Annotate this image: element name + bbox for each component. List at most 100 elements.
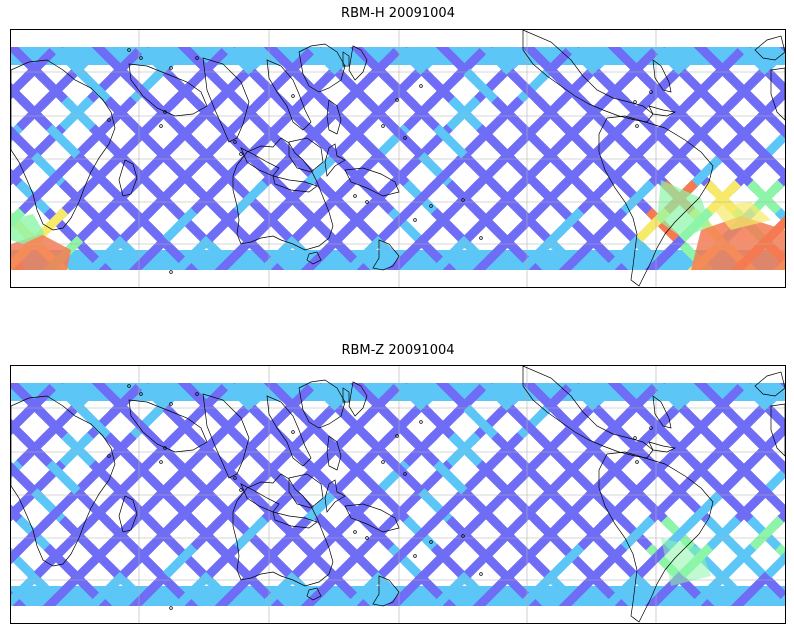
swath-segment bbox=[11, 488, 38, 522]
coastline bbox=[288, 473, 324, 509]
swath-segment bbox=[773, 594, 785, 606]
coastline bbox=[202, 393, 250, 479]
island-coastline bbox=[403, 136, 407, 140]
swath-segment bbox=[762, 152, 785, 182]
swath-segment bbox=[513, 488, 554, 529]
swath-segment bbox=[605, 124, 646, 165]
swath-segment bbox=[521, 383, 563, 418]
swath-segment bbox=[719, 152, 760, 193]
swath-segment bbox=[319, 432, 360, 473]
swath-segment bbox=[644, 235, 686, 270]
swath-segment bbox=[463, 68, 505, 110]
swath-segment bbox=[470, 152, 511, 193]
coastline bbox=[342, 387, 350, 403]
swath-segment bbox=[156, 207, 198, 249]
gridlines bbox=[11, 366, 785, 623]
swath-segment bbox=[298, 488, 339, 529]
swath-segment bbox=[218, 124, 259, 165]
swath-segment bbox=[500, 207, 542, 249]
swath-segment bbox=[771, 172, 785, 193]
map-panel-rbm-h bbox=[10, 29, 786, 288]
island-coastline bbox=[169, 270, 173, 274]
swath-segment bbox=[721, 68, 763, 110]
swath-segment bbox=[11, 207, 26, 229]
swath-segment bbox=[472, 571, 514, 606]
swath-segment bbox=[504, 152, 545, 193]
swath-segment bbox=[341, 152, 382, 193]
swath-segment bbox=[169, 488, 210, 529]
swath-segment bbox=[448, 96, 489, 137]
island-coastline bbox=[163, 110, 167, 114]
coastline bbox=[648, 105, 677, 117]
swath-segment bbox=[768, 86, 785, 110]
swath-segment bbox=[147, 432, 188, 473]
coastline bbox=[128, 399, 208, 453]
swath-segment bbox=[433, 460, 474, 501]
swath-segment bbox=[528, 180, 569, 221]
coastline bbox=[232, 137, 334, 251]
swath-segment bbox=[491, 432, 532, 473]
swath-segment bbox=[85, 571, 127, 606]
swath-segment bbox=[418, 152, 459, 193]
island-coastline bbox=[413, 218, 417, 222]
island-coastline bbox=[633, 100, 637, 104]
swath-segment bbox=[485, 516, 526, 557]
swath-segment bbox=[601, 571, 643, 606]
swath-segment bbox=[349, 383, 391, 418]
swath-segment bbox=[758, 551, 785, 585]
swath-segment bbox=[343, 571, 385, 606]
coastlines bbox=[11, 366, 785, 623]
island-coastline bbox=[107, 118, 111, 122]
swath-segment bbox=[171, 235, 213, 270]
island-coastline bbox=[413, 554, 417, 558]
swath-segment bbox=[328, 207, 370, 249]
coastline bbox=[754, 35, 785, 61]
swath-segment bbox=[11, 125, 44, 165]
coastline bbox=[272, 175, 318, 193]
swath-segment bbox=[300, 235, 342, 270]
coastline bbox=[11, 59, 116, 231]
swath-segment bbox=[556, 152, 597, 193]
coastline bbox=[306, 251, 322, 265]
swath-segment bbox=[478, 47, 520, 82]
swath-segment bbox=[117, 488, 158, 529]
swath-segment bbox=[642, 152, 683, 193]
swath-segment bbox=[119, 404, 161, 446]
swath-segment bbox=[483, 432, 524, 473]
swath-segment bbox=[691, 124, 732, 165]
swath-segment bbox=[242, 543, 284, 585]
swath-segment bbox=[556, 488, 597, 529]
swath-segment bbox=[128, 235, 170, 270]
swath-segment bbox=[605, 460, 646, 501]
swath-segment bbox=[734, 124, 775, 165]
coastline bbox=[342, 51, 350, 67]
swath-segment bbox=[98, 180, 139, 221]
swath-segment bbox=[332, 488, 373, 529]
swath-segment bbox=[291, 68, 333, 110]
swath-segment bbox=[334, 404, 376, 446]
island-coastline bbox=[163, 446, 167, 450]
swath-segment bbox=[139, 96, 180, 137]
swath-segment bbox=[311, 96, 352, 137]
swath-segment bbox=[734, 460, 775, 501]
swath-segment bbox=[427, 152, 468, 193]
mid-high-value-region bbox=[711, 202, 771, 230]
swath-segment bbox=[457, 207, 499, 249]
swath-segment bbox=[349, 47, 391, 82]
swath-segment bbox=[313, 180, 354, 221]
island-coastline bbox=[649, 90, 653, 94]
swath-segment bbox=[175, 124, 216, 165]
swath-segment bbox=[485, 180, 526, 221]
swath-segment bbox=[719, 488, 760, 529]
swath-segment bbox=[11, 383, 47, 418]
swath-segment bbox=[429, 571, 471, 606]
swath-segment bbox=[289, 152, 330, 193]
swath-segment bbox=[687, 571, 729, 606]
coastline bbox=[324, 143, 346, 177]
swath-segment bbox=[526, 432, 567, 473]
island-coastline bbox=[353, 194, 357, 198]
swath-segment bbox=[190, 432, 231, 473]
swath-segment bbox=[356, 516, 397, 557]
swath-segment bbox=[306, 383, 348, 418]
swath-segment bbox=[332, 152, 373, 193]
